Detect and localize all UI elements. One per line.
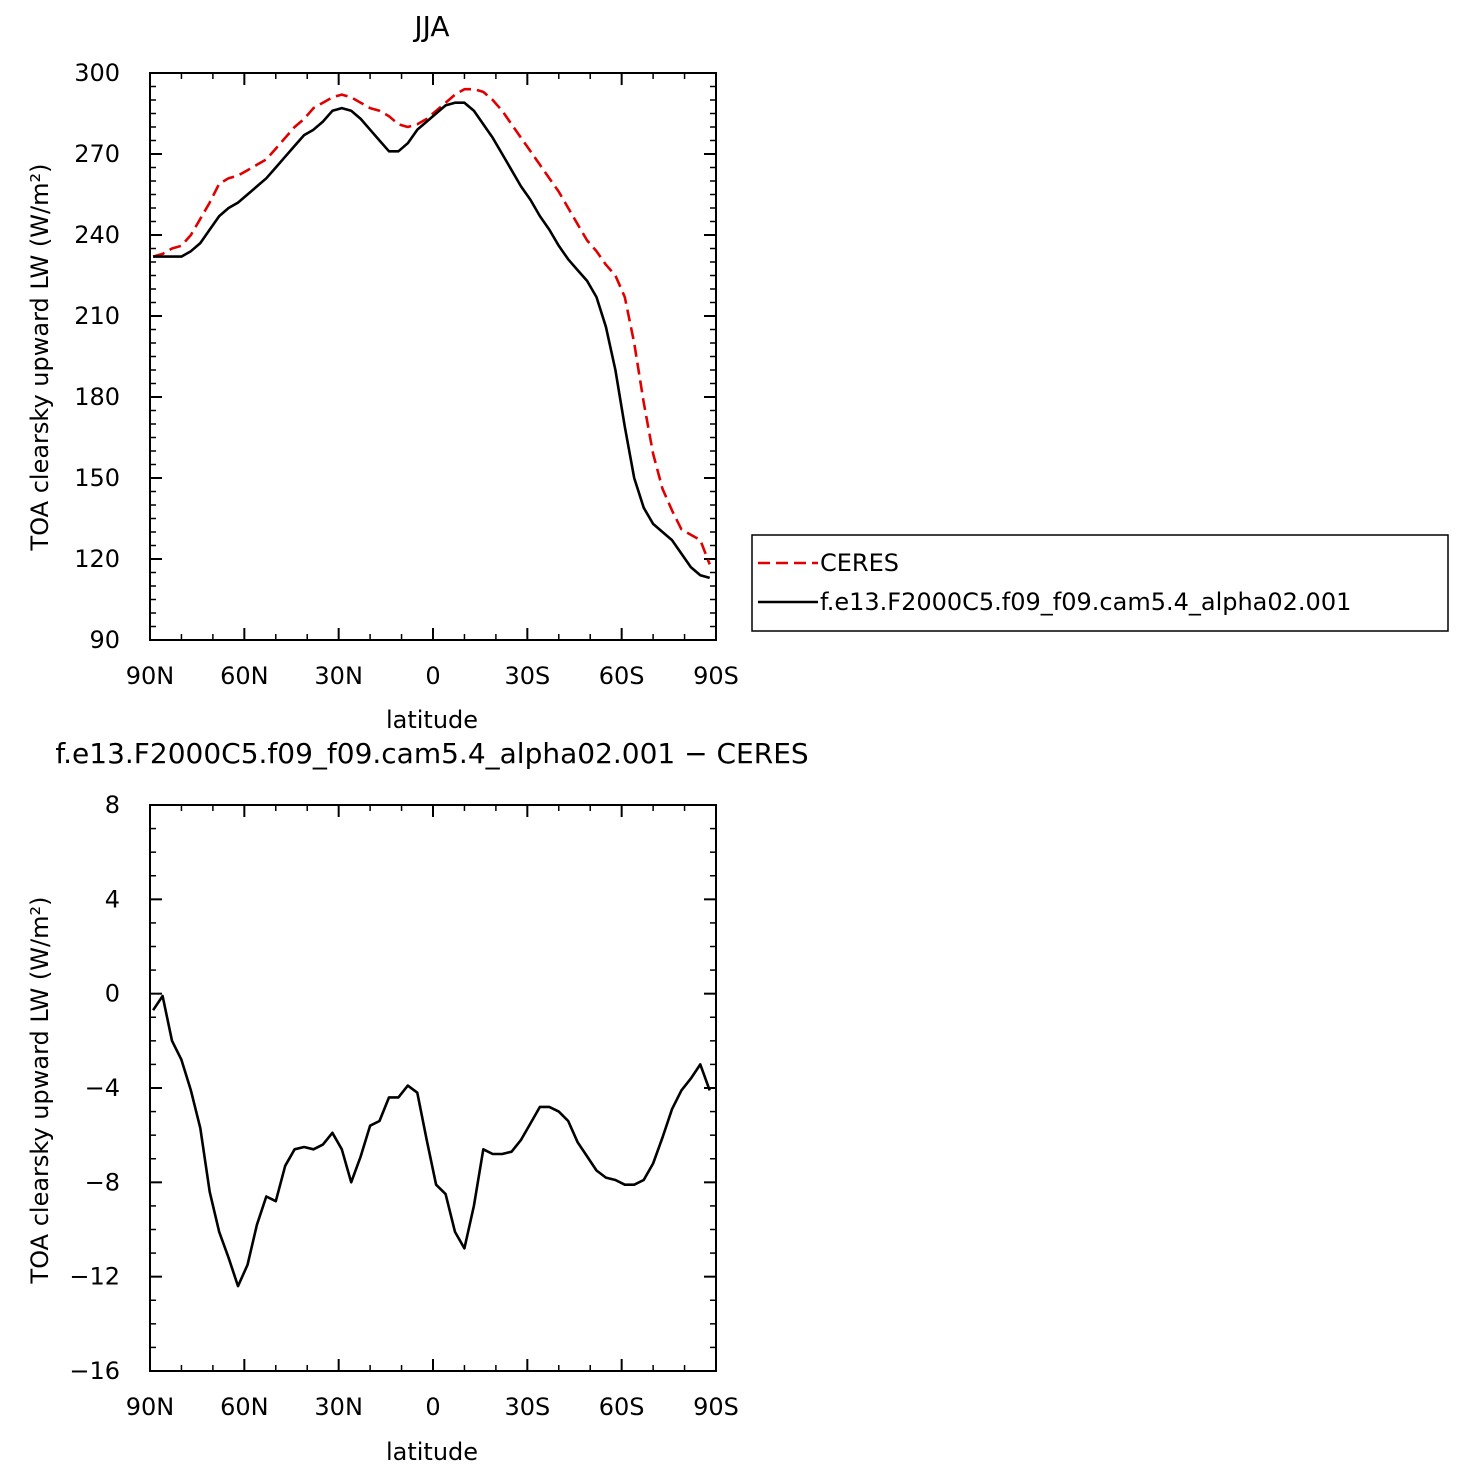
chart2-xtick-label: 60S — [599, 1393, 645, 1421]
chart1-series-line-f-e13-f2000c5-f09-f09-cam5-4-alpha02-001 — [153, 101, 711, 580]
chart1-xtick-label: 90N — [126, 662, 175, 690]
legend-label-model: f.e13.F2000C5.f09_f09.cam5.4_alpha02.001 — [820, 588, 1351, 616]
chart2-ytick-label: 0 — [105, 980, 120, 1008]
chart1-xtick-label: 60S — [599, 662, 645, 690]
chart1-plot-area: 90N 60N 30N 0 30S 60S 90S 90 120 150 180 210 240 270 3… — [74, 59, 739, 690]
chart2-ytick-label: 8 — [105, 791, 120, 819]
chart1-ytick-label: 120 — [74, 545, 120, 573]
chart-bottom-difference: f.e13.F2000C5.f09_f09.cam5.4_alpha02.001… — [26, 737, 809, 1466]
chart1-ytick-label: 90 — [89, 626, 120, 654]
chart-top-jja: JJA TOA clearsky upward LW (W/m²) latitu… — [26, 10, 739, 734]
chart1-xtick-label: 90S — [693, 662, 739, 690]
chart1-title: JJA — [412, 10, 449, 43]
chart2-xtick-label: 30N — [314, 1393, 363, 1421]
chart2-xtick-label: 90S — [693, 1393, 739, 1421]
chart2-plot-area: 90N 60N 30N 0 30S 60S 90S −16 −12 −8 −4 0 4 8 — [69, 791, 739, 1421]
chart1-ytick-label: 300 — [74, 59, 120, 87]
chart2-ylabel: TOA clearsky upward LW (W/m²) — [26, 897, 54, 1285]
chart2-xtick-label: 0 — [425, 1393, 440, 1421]
chart1-xtick-label: 30N — [314, 662, 363, 690]
chart1-xtick-label: 30S — [504, 662, 550, 690]
chart2-xtick-label: 30S — [504, 1393, 550, 1421]
chart2-ytick-label: −8 — [85, 1168, 120, 1196]
chart2-ytick-label: −4 — [85, 1074, 120, 1102]
chart2-ytick-label: 4 — [105, 885, 120, 913]
chart2-ytick-label: −12 — [69, 1263, 120, 1291]
chart1-ytick-label: 270 — [74, 140, 120, 168]
chart2-ytick-label: −16 — [69, 1357, 120, 1385]
chart2-xtick-label: 60N — [220, 1393, 269, 1421]
chart1-ytick-label: 180 — [74, 383, 120, 411]
chart1-ytick-label: 150 — [74, 464, 120, 492]
legend-label-ceres: CERES — [820, 549, 899, 577]
chart2-xlabel: latitude — [386, 1438, 478, 1466]
chart1-ytick-label: 240 — [74, 221, 120, 249]
chart1-xlabel: latitude — [386, 706, 478, 734]
chart2-series-line-difference — [152, 994, 711, 1288]
legend: CERES f.e13.F2000C5.f09_f09.cam5.4_alpha… — [751, 534, 1449, 632]
chart1-ylabel: TOA clearsky upward LW (W/m²) — [26, 164, 54, 552]
chart1-ytick-label: 210 — [74, 302, 120, 330]
chart2-title: f.e13.F2000C5.f09_f09.cam5.4_alpha02.001… — [55, 737, 808, 770]
chart1-xtick-label: 60N — [220, 662, 269, 690]
chart2-xtick-label: 90N — [126, 1393, 175, 1421]
legend-box — [751, 534, 1449, 632]
chart2-frame — [149, 804, 717, 1372]
chart1-frame — [149, 72, 717, 641]
chart1-xtick-label: 0 — [425, 662, 440, 690]
chart1-series-line-ceres — [152, 87, 711, 565]
